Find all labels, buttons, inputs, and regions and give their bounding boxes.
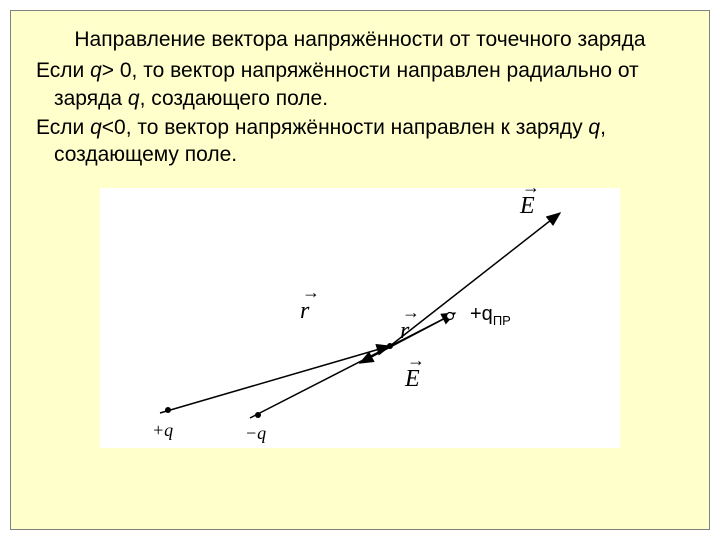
plusq-text: +q (152, 420, 173, 440)
p1-a: Если (36, 59, 90, 82)
vector-diagram: → E → E → r → r +q −q +qПР (100, 188, 620, 448)
p1-q: q (90, 59, 102, 82)
paragraph-2: Если q<0, то вектор напряжённости направ… (54, 114, 684, 169)
r-vector-2-label: → r (400, 318, 409, 345)
paragraph-1: Если q> 0, то вектор напряжённости напра… (54, 57, 684, 112)
vector-arrow-icon: → (402, 302, 420, 323)
p2-q: q (90, 116, 102, 139)
testq-text: +q (470, 303, 493, 325)
test-charge-label: +qПР (470, 303, 511, 328)
p2-a: Если (36, 116, 90, 139)
vector-arrow-icon: → (407, 350, 425, 371)
e-vector-bottom-label: → E (405, 366, 420, 393)
p2-q2: q (588, 116, 600, 139)
e-vector-top-label: → E (520, 193, 535, 220)
diagram-svg (100, 188, 620, 448)
body-text: Если q> 0, то вектор напряжённости напра… (36, 57, 684, 168)
content-frame: Направление вектора напряжённости от точ… (10, 10, 710, 530)
p2-b: <0, то вектор напряжённости направлен к … (102, 116, 589, 139)
p1-c: , создающего поле. (140, 87, 329, 110)
r-vector-1-label: → r (300, 298, 309, 325)
p1-q2: q (128, 87, 140, 110)
positive-charge-label: +q (152, 420, 173, 441)
vector-arrow-icon: → (302, 282, 320, 303)
diagram-title: Направление вектора напряжённости от точ… (36, 26, 684, 53)
vector-arrow-icon: → (522, 177, 540, 198)
minusq-text: −q (245, 423, 266, 443)
negative-charge-label: −q (245, 423, 266, 444)
testq-sub: ПР (493, 313, 511, 328)
